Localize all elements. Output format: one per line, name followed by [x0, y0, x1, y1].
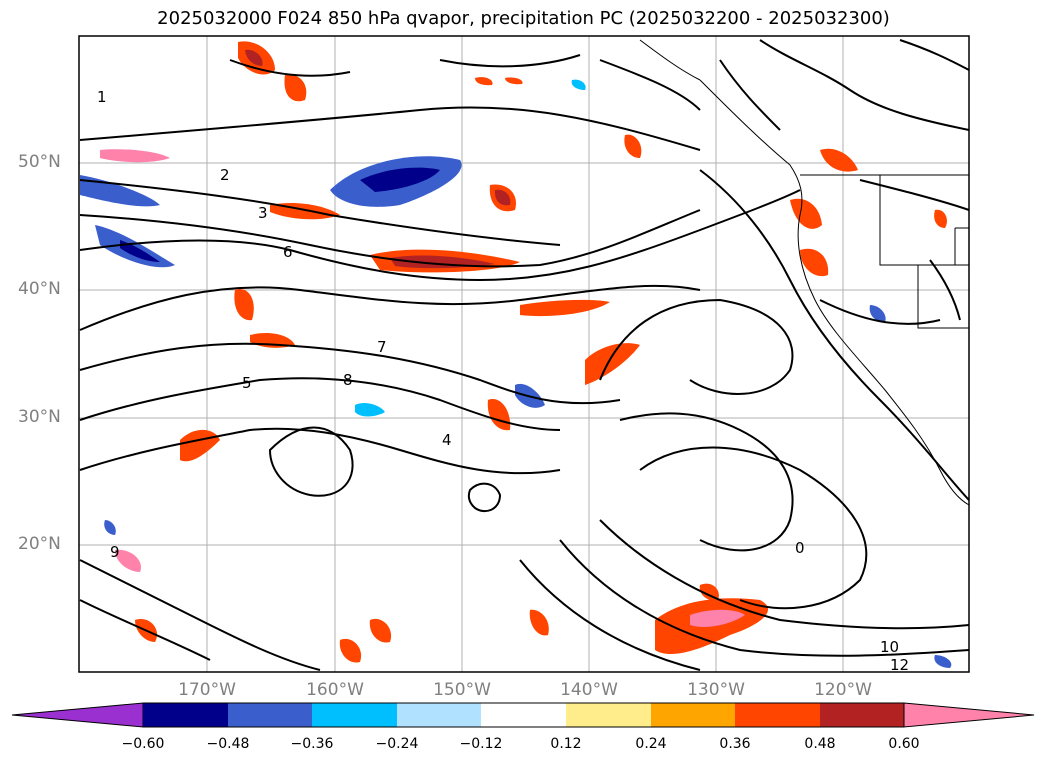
colorbar-tick-label: −0.48 [206, 736, 250, 752]
colorbar-swatch [566, 703, 651, 727]
colorbar-tick-label: −0.36 [290, 736, 334, 752]
colorbar-extend-high [903, 702, 1035, 728]
contour-label: 9 [110, 543, 120, 561]
lat-label: 20°N [18, 534, 61, 554]
colorbar-tick-label: 0.48 [804, 736, 836, 752]
colorbar-swatch [820, 703, 904, 727]
graticule [79, 36, 969, 672]
lat-label: 40°N [18, 279, 61, 299]
lon-label: 160°W [306, 680, 364, 700]
colorbar-tick-label: 0.60 [888, 736, 920, 752]
lon-label: 120°W [814, 680, 872, 700]
colorbar-tick-label: −0.12 [459, 736, 503, 752]
contour-label: 7 [377, 338, 387, 356]
contour-label: 4 [442, 431, 452, 449]
contour-label: 5 [242, 374, 252, 392]
colorbar-swatch [397, 703, 481, 727]
contour-label: 6 [283, 243, 293, 261]
colorbar-swatch [228, 703, 312, 727]
colorbar-tick-label: 0.12 [550, 736, 582, 752]
lon-label: 130°W [687, 680, 745, 700]
lon-label: 170°W [178, 680, 236, 700]
contour-label: 12 [890, 656, 909, 674]
figure-title: 2025032000 F024 850 hPa qvapor, precipit… [157, 8, 890, 29]
colorbar-swatch [143, 703, 228, 727]
contour-label: 0 [795, 539, 805, 557]
colorbar-tick-label: −0.24 [375, 736, 419, 752]
lon-label: 150°W [433, 680, 491, 700]
colorbar [11, 702, 1035, 728]
colorbar-tick-label: 0.36 [719, 736, 751, 752]
map-panel [79, 36, 969, 672]
colorbar-swatch [651, 703, 735, 727]
lat-label: 50°N [18, 152, 61, 172]
contour-label: 2 [220, 166, 230, 184]
contour-label-group: 1 2 3 4 5 6 7 8 9 10 12 0 [97, 88, 909, 674]
colorbar-swatch [735, 703, 820, 727]
colorbar-tick-label: −0.60 [121, 736, 165, 752]
contour-label: 10 [880, 638, 899, 656]
colorbar-swatch [481, 703, 566, 727]
lon-label: 140°W [560, 680, 618, 700]
colorbar-tick-label: 0.24 [635, 736, 667, 752]
contour-label: 3 [258, 204, 268, 222]
contour-label: 8 [343, 371, 353, 389]
contour-lines [79, 39, 970, 671]
colorbar-extend-low [11, 702, 144, 728]
map-border [78, 35, 970, 673]
contour-label: 1 [97, 88, 107, 106]
colorbar-swatch [312, 703, 397, 727]
lat-label: 30°N [18, 407, 61, 427]
coastlines [639, 39, 970, 506]
